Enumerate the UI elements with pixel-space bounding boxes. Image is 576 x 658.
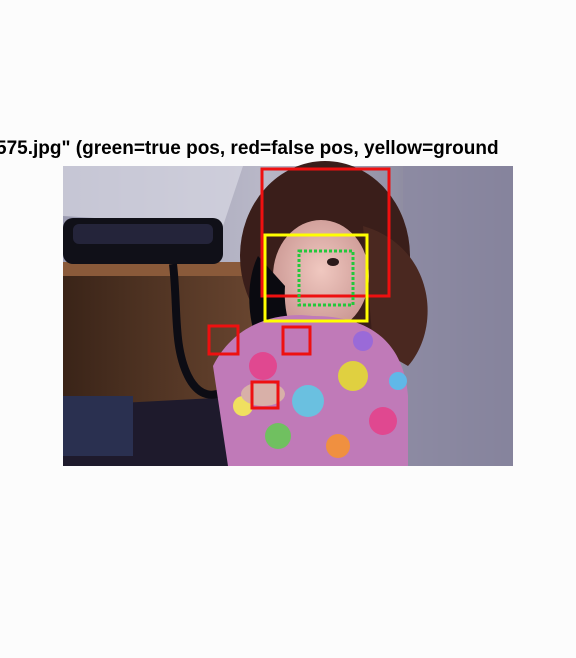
window-light <box>63 166 243 226</box>
child-face <box>273 220 369 332</box>
flower-pattern <box>326 434 350 458</box>
telephone-cord <box>169 263 236 399</box>
counter-edge <box>63 262 263 276</box>
dark-object-lower-left <box>63 396 133 456</box>
flower-pattern <box>353 331 373 351</box>
true-positive-box <box>297 249 355 307</box>
ground-truth-box <box>263 233 369 323</box>
false-positive-box <box>281 325 312 356</box>
false-positive-box <box>207 324 240 356</box>
flower-pattern <box>369 407 397 435</box>
false-positive-box <box>260 167 391 298</box>
photo <box>63 161 513 466</box>
child-hair-right <box>363 226 428 366</box>
wooden-cabinet <box>63 264 263 406</box>
flower-pattern <box>338 361 368 391</box>
false-positive-box <box>250 380 280 410</box>
flower-pattern <box>249 352 277 380</box>
flower-pattern <box>265 423 291 449</box>
phone-base-top <box>73 224 213 244</box>
child-eye <box>327 258 339 266</box>
flower-pattern <box>292 385 324 417</box>
flower-pattern <box>389 372 407 390</box>
figure-title: 575.jpg" (green=true pos, red=false pos,… <box>0 138 499 159</box>
